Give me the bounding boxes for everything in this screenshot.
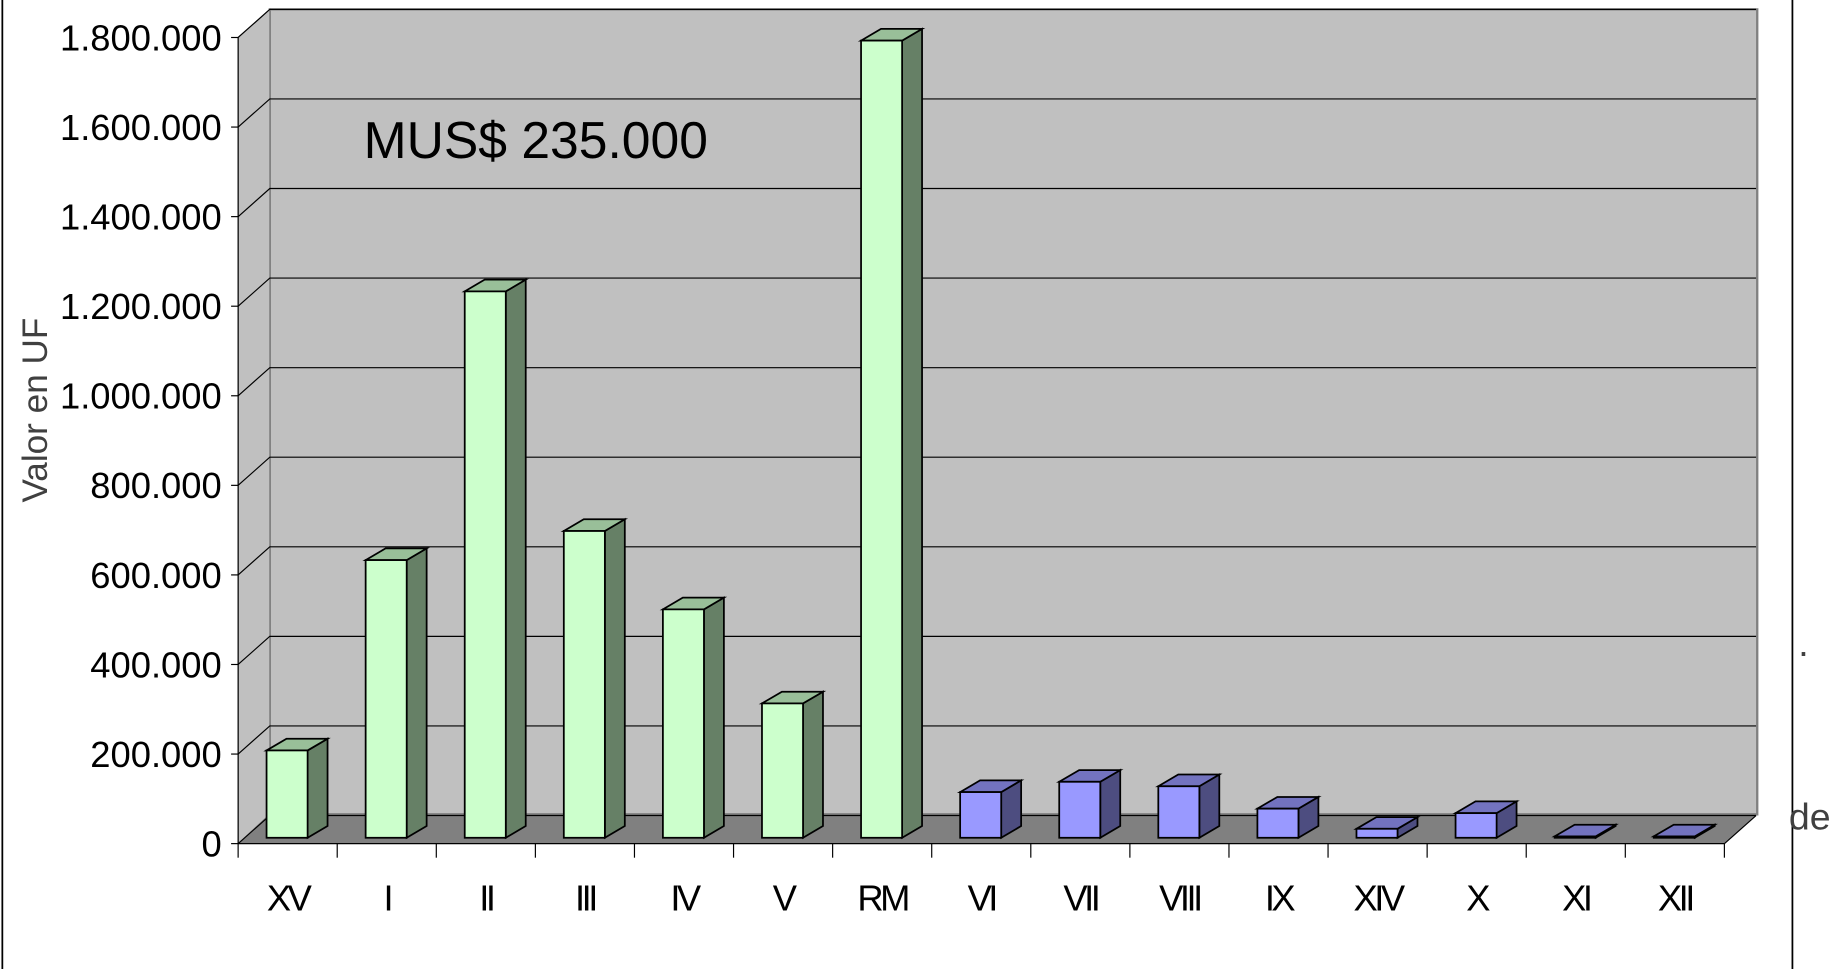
y-tick-label: 1.400.000 <box>60 197 222 238</box>
x-tick-label: XIV <box>1354 877 1406 918</box>
grid-line <box>237 725 1757 755</box>
x-tick-label: XV <box>267 877 313 918</box>
y-tick-label: 400.000 <box>90 644 221 685</box>
bar <box>1454 812 1498 839</box>
x-tick-label: III <box>575 877 595 918</box>
grid-line <box>237 8 1757 38</box>
x-tick-label: RM <box>857 877 908 918</box>
side-wall <box>237 8 271 845</box>
bar-side <box>703 596 725 840</box>
y-tick-label: 1.200.000 <box>60 286 222 327</box>
y-tick-label: 1.600.000 <box>60 107 222 148</box>
bar-side <box>802 690 824 840</box>
bar <box>364 559 408 839</box>
x-tick-label: XII <box>1658 877 1692 918</box>
x-tick-label: IV <box>670 877 702 918</box>
x-tick-label: VII <box>1063 877 1097 918</box>
bar <box>959 791 1003 839</box>
y-tick-label: 200.000 <box>90 734 221 775</box>
y-tick-label: 800.000 <box>90 465 221 506</box>
bar <box>1256 807 1300 839</box>
bar <box>662 608 705 839</box>
grid-line <box>237 277 1757 307</box>
bar-side <box>901 27 923 840</box>
x-tick-label: VI <box>968 877 996 918</box>
x-tick-label: IX <box>1265 877 1296 918</box>
x-tick-label: V <box>773 877 798 918</box>
bar <box>1355 827 1399 839</box>
grid-line <box>237 98 1757 128</box>
y-tick-label: 1.800.000 <box>60 17 222 58</box>
bar <box>265 749 309 839</box>
grid-line <box>237 367 1757 397</box>
y-tick-label: 0 <box>201 824 221 865</box>
y-tick-label: 1.000.000 <box>60 376 222 417</box>
x-tick-label: X <box>1466 877 1490 918</box>
grid-line <box>237 635 1757 665</box>
bar-side <box>306 737 329 840</box>
grid-line <box>237 546 1757 576</box>
bar-side <box>405 546 428 840</box>
bar <box>1157 785 1201 839</box>
x-axis-depth <box>1723 815 1757 845</box>
bar <box>1652 835 1696 839</box>
annotation: MUS$ 235.000 <box>364 111 708 169</box>
bar <box>860 39 903 839</box>
bar <box>562 530 606 839</box>
y-axis-label: Valor en UF <box>16 318 55 503</box>
bar <box>1058 780 1102 839</box>
y-tick-label: 600.000 <box>90 555 221 596</box>
x-tick-label: XI <box>1562 877 1590 918</box>
bar <box>463 290 507 839</box>
side-text: . <box>1798 622 1808 664</box>
x-tick-label: II <box>479 877 493 918</box>
bar-side <box>603 517 626 840</box>
x-tick-label: VIII <box>1159 877 1200 918</box>
side-text: de <box>1789 796 1831 838</box>
x-tick-label: I <box>383 877 390 918</box>
bar <box>761 702 804 839</box>
grid-line <box>237 187 1757 218</box>
bar <box>1553 835 1597 839</box>
grid-line <box>237 456 1757 486</box>
bar-side <box>504 278 527 840</box>
